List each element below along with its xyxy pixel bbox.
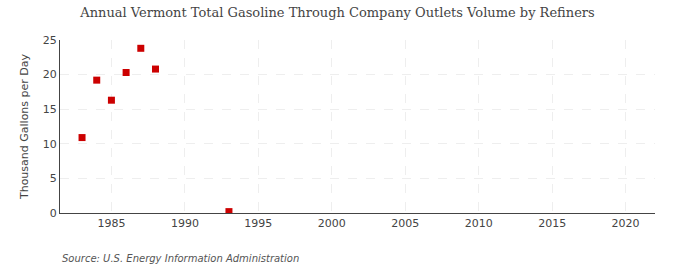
svg-text:25: 25 [43, 34, 57, 47]
svg-text:2000: 2000 [318, 217, 346, 230]
svg-text:1990: 1990 [171, 217, 199, 230]
svg-text:2005: 2005 [391, 217, 419, 230]
svg-text:2020: 2020 [612, 217, 640, 230]
svg-text:2010: 2010 [465, 217, 493, 230]
svg-text:Annual Vermont Total Gasoline: Annual Vermont Total Gasoline Through Co… [79, 5, 594, 20]
svg-text:Thousand Gallons per Day: Thousand Gallons per Day [18, 53, 31, 200]
svg-text:2015: 2015 [538, 217, 566, 230]
svg-text:5: 5 [50, 172, 57, 185]
svg-text:0: 0 [50, 207, 57, 220]
svg-text:1985: 1985 [97, 217, 125, 230]
svg-text:Source: U.S. Energy Informatio: Source: U.S. Energy Information Administ… [62, 253, 299, 264]
svg-text:20: 20 [43, 68, 57, 81]
svg-text:15: 15 [43, 103, 57, 116]
svg-text:1995: 1995 [244, 217, 272, 230]
svg-text:10: 10 [43, 138, 57, 151]
